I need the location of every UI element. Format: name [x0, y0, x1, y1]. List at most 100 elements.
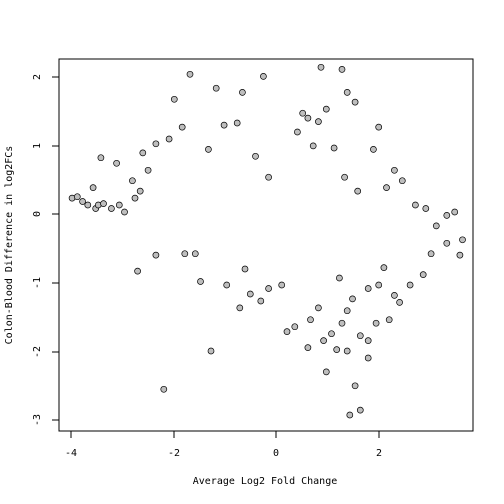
data-point — [338, 66, 346, 73]
data-point — [97, 154, 105, 162]
data-point — [160, 385, 168, 393]
data-point — [375, 281, 383, 289]
data-point — [236, 304, 244, 312]
data-point — [291, 323, 299, 331]
data-point — [136, 187, 144, 195]
x-tick-label: -2 — [168, 448, 180, 459]
y-tick-label: 2 — [32, 74, 43, 80]
data-point — [375, 123, 383, 131]
data-point — [328, 330, 335, 338]
data-point — [391, 166, 398, 174]
data-point — [364, 285, 372, 292]
x-axis-label: Average Log2 Fold Change — [193, 476, 338, 487]
data-point — [205, 146, 212, 153]
data-point — [322, 105, 330, 113]
data-point — [241, 265, 249, 273]
data-point — [364, 337, 372, 344]
data-point — [152, 251, 160, 259]
data-point — [283, 328, 291, 335]
data-point — [354, 187, 362, 195]
data-point — [239, 89, 246, 96]
x-tick-label: 0 — [273, 448, 279, 459]
data-point — [134, 267, 141, 275]
data-point — [191, 250, 199, 258]
data-point — [223, 281, 231, 289]
data-points — [68, 63, 466, 419]
data-point — [338, 319, 346, 327]
data-point — [197, 278, 204, 285]
x-tick-label: -4 — [65, 448, 77, 459]
data-point — [252, 152, 259, 160]
data-point — [459, 236, 466, 244]
data-point — [100, 200, 107, 207]
data-point — [320, 337, 327, 344]
data-point — [317, 63, 325, 71]
data-point — [422, 205, 430, 212]
data-point — [343, 307, 351, 315]
data-point — [165, 135, 173, 143]
data-point — [144, 166, 152, 174]
data-point — [233, 119, 241, 127]
y-axis: 2 1 0 -1 -2 -3 Colon-Blood Difference in… — [4, 74, 60, 426]
data-point — [330, 144, 338, 152]
data-point — [356, 332, 364, 340]
data-point — [346, 411, 354, 419]
data-point — [246, 290, 254, 298]
data-point — [299, 109, 307, 117]
data-point — [370, 146, 377, 153]
data-point — [278, 281, 286, 289]
data-point — [349, 295, 356, 303]
data-point — [372, 319, 380, 327]
x-axis: -4 -2 0 2 Average Log2 Fold Change — [65, 430, 382, 487]
data-point — [315, 304, 322, 312]
data-point — [396, 299, 403, 306]
data-point — [380, 264, 388, 271]
data-point — [181, 250, 189, 258]
data-point — [315, 118, 322, 125]
data-point — [73, 193, 81, 201]
data-point — [265, 285, 272, 292]
data-point — [341, 173, 348, 181]
data-point — [432, 222, 440, 230]
data-point — [309, 142, 317, 150]
x-tick-label: 2 — [376, 448, 382, 459]
data-point — [139, 149, 147, 157]
data-point — [456, 251, 464, 259]
data-point — [336, 274, 343, 282]
data-point — [351, 98, 359, 106]
data-point — [89, 184, 97, 191]
data-point — [427, 250, 435, 258]
data-point — [186, 70, 194, 78]
data-point — [343, 89, 351, 96]
data-point — [265, 173, 272, 181]
data-point — [307, 316, 314, 324]
data-point — [356, 406, 364, 414]
y-tick-label: 1 — [32, 143, 43, 149]
data-point — [322, 368, 330, 376]
data-point — [108, 205, 115, 212]
data-point — [212, 84, 220, 92]
data-point — [343, 347, 351, 355]
data-point — [451, 208, 459, 216]
data-point — [391, 292, 398, 299]
data-point — [131, 194, 139, 202]
data-point — [207, 347, 215, 355]
y-tick-label: -1 — [32, 277, 43, 289]
data-point — [419, 271, 427, 278]
data-point — [84, 201, 92, 209]
data-point — [398, 177, 406, 185]
data-point — [152, 140, 160, 148]
data-point — [178, 123, 186, 131]
data-point — [294, 128, 301, 136]
plot-frame — [58, 58, 474, 432]
data-point — [304, 114, 312, 122]
data-point — [443, 212, 451, 219]
y-tick-label: 0 — [32, 211, 43, 217]
data-point — [351, 382, 359, 390]
data-point — [79, 198, 86, 205]
data-point — [260, 73, 267, 80]
data-point — [385, 316, 393, 324]
data-point — [333, 346, 341, 353]
data-point — [115, 201, 123, 209]
